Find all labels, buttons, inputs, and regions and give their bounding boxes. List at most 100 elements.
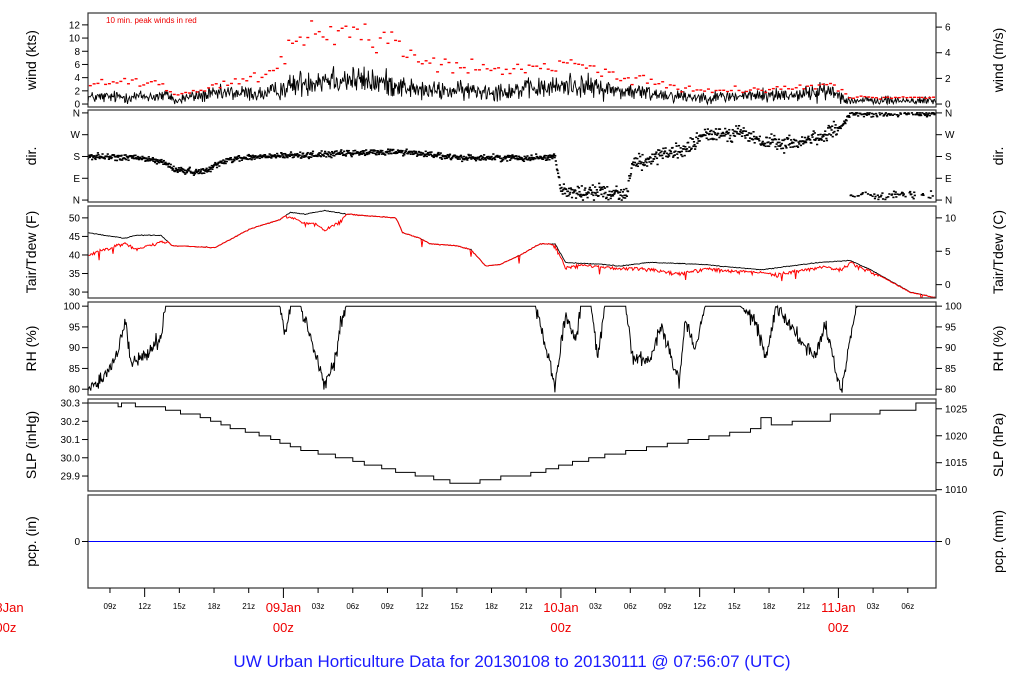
direction-point [747, 140, 750, 142]
direction-point [402, 154, 405, 157]
direction-point [732, 132, 735, 135]
direction-point [561, 190, 564, 193]
direction-point [815, 137, 818, 140]
direction-point [451, 156, 454, 159]
direction-point [585, 192, 588, 194]
direction-point [576, 185, 579, 188]
peak-wind-mark [684, 87, 688, 89]
direction-point [596, 191, 599, 194]
direction-point [556, 169, 559, 172]
direction-point [787, 144, 790, 146]
direction-point [274, 156, 278, 159]
left-tick-label: 30.1 [61, 435, 81, 446]
direction-point [515, 155, 518, 157]
direction-point [931, 195, 934, 197]
direction-point [491, 158, 494, 161]
direction-point [424, 150, 427, 153]
direction-point [300, 157, 303, 159]
peak-wind-mark [348, 36, 352, 38]
direction-point [103, 156, 106, 159]
direction-point [710, 129, 713, 132]
direction-point [284, 152, 287, 155]
direction-point [629, 175, 632, 177]
direction-point [387, 152, 390, 155]
direction-point [97, 156, 101, 158]
direction-point [554, 154, 557, 157]
direction-point [163, 163, 166, 166]
direction-point [330, 156, 333, 159]
direction-point [440, 156, 443, 159]
direction-point [625, 195, 629, 198]
direction-point [896, 193, 899, 195]
direction-point [236, 156, 239, 158]
peak-wind-mark [92, 83, 96, 85]
peak-wind-mark [897, 96, 901, 99]
right-tick-label: 5 [945, 247, 951, 258]
direction-point [773, 138, 777, 140]
direction-point [346, 149, 349, 152]
direction-point [834, 124, 837, 126]
peak-wind-mark [149, 81, 153, 83]
direction-point [269, 154, 272, 156]
direction-point [521, 158, 524, 160]
direction-point [908, 191, 911, 194]
direction-point [228, 158, 231, 160]
direction-point [459, 154, 463, 157]
direction-point [525, 156, 528, 159]
direction-point [465, 156, 468, 159]
direction-point [235, 157, 238, 159]
direction-point [884, 198, 887, 201]
peak-wind-mark [111, 81, 115, 83]
direction-point [259, 154, 262, 156]
left-tick-label: 50 [69, 213, 81, 224]
right-tick-label: 0 [945, 100, 951, 111]
peak-wind-mark [878, 98, 882, 100]
direction-point [171, 168, 175, 170]
direction-point [250, 158, 253, 161]
direction-point [574, 189, 577, 192]
direction-point [635, 164, 638, 167]
direction-point [478, 158, 481, 161]
peak-wind-mark [329, 26, 333, 28]
direction-point [447, 155, 450, 157]
direction-point [95, 154, 98, 157]
direction-point [633, 157, 636, 160]
direction-point [515, 157, 519, 159]
direction-point [888, 193, 891, 195]
direction-point [91, 158, 94, 161]
direction-point [431, 154, 434, 157]
direction-point [791, 141, 794, 144]
direction-point [531, 156, 534, 159]
direction-point [618, 197, 621, 200]
direction-point [106, 153, 109, 155]
direction-point [141, 155, 144, 158]
direction-point [158, 161, 161, 164]
direction-point [752, 131, 755, 133]
direction-point [169, 166, 172, 168]
direction-point [926, 114, 929, 117]
direction-point [827, 127, 830, 129]
direction-point [644, 158, 648, 161]
direction-point [116, 154, 119, 157]
direction-point [263, 154, 267, 156]
direction-point [443, 155, 446, 158]
direction-point [684, 148, 687, 151]
direction-point [829, 134, 833, 136]
direction-point [193, 171, 196, 174]
left-tick-label: 30 [69, 288, 81, 299]
slp-frame [87, 398, 937, 492]
peak-wind-mark [836, 90, 840, 92]
direction-point [845, 119, 848, 122]
direction-point [740, 131, 743, 134]
peak-wind-mark [126, 83, 130, 85]
direction-point [770, 133, 773, 135]
direction-point [133, 154, 136, 157]
direction-point [206, 171, 209, 173]
direction-point [569, 187, 572, 189]
direction-point [350, 155, 353, 158]
direction-point [114, 159, 117, 162]
direction-point [262, 155, 265, 158]
direction-point [399, 149, 402, 152]
right-tick-label: 6 [945, 23, 951, 34]
direction-point [482, 158, 485, 161]
